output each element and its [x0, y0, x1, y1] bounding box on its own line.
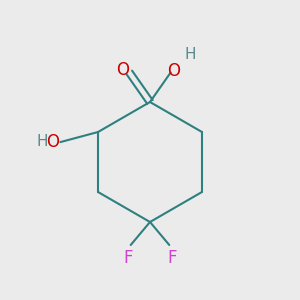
Text: H: H — [36, 134, 48, 149]
Text: O: O — [46, 133, 59, 151]
Text: H: H — [184, 47, 196, 62]
Text: O: O — [116, 61, 129, 79]
Text: F: F — [123, 250, 133, 268]
Text: F: F — [167, 250, 177, 268]
Text: O: O — [167, 62, 180, 80]
